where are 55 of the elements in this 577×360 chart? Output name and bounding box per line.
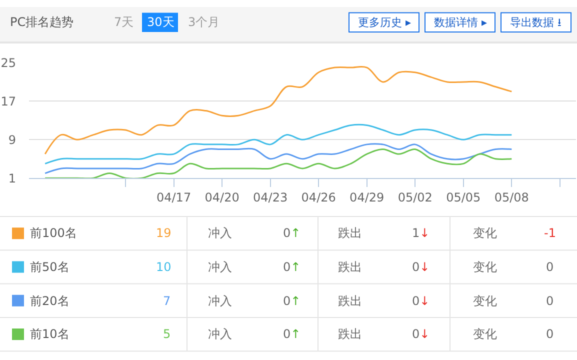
text: 7: [163, 294, 171, 308]
text: 0: [546, 327, 554, 341]
text: 0↑: [283, 294, 301, 308]
text: -1: [544, 226, 556, 240]
y-tick-label: 1: [8, 171, 16, 186]
legend-label: 前100名: [30, 226, 77, 240]
x-tick-label: 05/08: [494, 190, 529, 204]
x-tick-label: 04/29: [350, 190, 384, 204]
text: 变化: [473, 226, 497, 240]
x-tick-label: 05/05: [446, 190, 481, 204]
text: 0↓: [412, 327, 430, 341]
y-tick-label: 9: [8, 132, 16, 147]
text: 0↓: [412, 260, 430, 274]
legend-label: 前50名: [30, 260, 70, 274]
x-tick-label: 04/17: [156, 190, 192, 204]
text: 跌出: [338, 260, 362, 274]
chart-title: PC排名趋势: [10, 15, 74, 29]
text: 3个月: [188, 15, 220, 29]
text: 5: [163, 327, 171, 341]
line-series: [44, 148, 512, 178]
text: 0: [546, 260, 554, 274]
x-tick-label: 04/26: [301, 190, 336, 204]
text: 更多历史 ▸: [358, 16, 412, 29]
text: 变化: [473, 327, 497, 341]
line-series: [44, 124, 512, 164]
text: 7天: [114, 15, 134, 29]
line-series: [44, 66, 512, 155]
text: 0: [546, 294, 554, 308]
text: 10: [156, 260, 172, 274]
x-tick-label: 04/20: [204, 190, 240, 204]
text: 跌出: [338, 226, 362, 240]
legend-label: 前10名: [30, 327, 70, 341]
y-tick-label: 17: [0, 94, 16, 108]
text: 19: [156, 226, 172, 240]
x-tick-label: 04/23: [253, 190, 288, 204]
text: 0↑: [283, 260, 301, 274]
text: 0↓: [412, 294, 430, 308]
text: 导出数据 ⭳: [510, 16, 562, 29]
text: 0↑: [283, 327, 301, 341]
text: 30天: [147, 15, 174, 29]
y-tick-label: 25: [0, 56, 16, 70]
text: 1↓: [412, 226, 430, 240]
text: 冲入: [208, 226, 232, 240]
text: 跌出: [338, 294, 362, 308]
text: 冲入: [208, 294, 232, 308]
x-tick-label: 05/02: [398, 190, 432, 204]
text: 冲入: [208, 327, 232, 341]
text: 变化: [473, 294, 497, 308]
line-series: [44, 143, 512, 174]
text: 数据详情 ▸: [434, 16, 488, 29]
text: 冲入: [208, 260, 232, 274]
text: 跌出: [338, 327, 362, 341]
legend-label: 前20名: [30, 294, 70, 308]
text: 0↑: [283, 226, 301, 240]
text: 变化: [473, 260, 497, 274]
